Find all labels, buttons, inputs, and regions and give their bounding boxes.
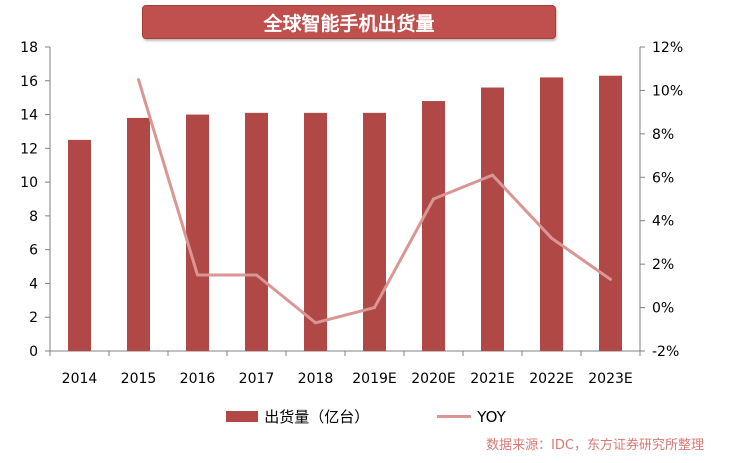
y-right-tick-label: 6% <box>652 170 674 186</box>
bar <box>245 112 268 351</box>
x-tick-label: 2015 <box>121 371 157 387</box>
x-tick-label: 2019E <box>352 371 396 387</box>
bar <box>540 77 563 352</box>
legend-label-yoy: YOY <box>477 407 506 426</box>
bar <box>68 139 91 351</box>
x-tick-label: 2017 <box>239 371 275 387</box>
y-left-tick-label: 4 <box>29 276 38 292</box>
bar <box>304 112 327 351</box>
legend-label-shipments: 出货量（亿台） <box>264 408 370 426</box>
y-left-tick-label: 0 <box>29 344 38 360</box>
y-left-tick-label: 12 <box>20 141 38 157</box>
y-right-tick-label: 8% <box>652 127 674 143</box>
y-left-tick-label: 16 <box>20 74 38 90</box>
bar <box>363 112 386 351</box>
bar <box>127 117 150 351</box>
x-tick-label: 2018 <box>298 371 334 387</box>
y-right-tick-label: 4% <box>652 214 674 230</box>
y-left-tick-label: 2 <box>29 310 38 326</box>
bar <box>186 114 209 351</box>
legend-swatch-line <box>437 415 472 418</box>
yoy-point <box>137 78 140 82</box>
legend-item-shipments: 出货量（亿台） <box>226 406 369 427</box>
chart-title: 全球智能手机出货量 <box>142 5 556 39</box>
y-left-tick-label: 14 <box>20 108 38 124</box>
y-left-tick-label: 18 <box>20 40 38 56</box>
x-tick-label: 2021E <box>470 371 514 387</box>
yoy-point <box>314 321 317 325</box>
source-watermark: 数据来源：IDC，东方证券研究所整理 <box>486 438 704 453</box>
y-right-tick-label: 2% <box>652 257 674 273</box>
yoy-point <box>373 306 376 310</box>
bar <box>481 87 504 352</box>
yoy-point <box>196 273 199 277</box>
yoy-point <box>550 236 553 240</box>
yoy-point <box>609 277 612 281</box>
y-left-tick-label: 8 <box>29 209 38 225</box>
x-tick-label: 2022E <box>529 371 573 387</box>
y-right-tick-label: 12% <box>652 40 683 56</box>
legend: 出货量（亿台） YOY <box>0 406 732 427</box>
y-right-tick-label: 0% <box>652 301 674 317</box>
yoy-point <box>255 273 258 277</box>
bar <box>422 101 445 352</box>
legend-item-yoy: YOY <box>437 406 506 427</box>
x-tick-label: 2020E <box>411 371 455 387</box>
yoy-point <box>432 197 435 201</box>
y-right-tick-label: -2% <box>652 344 679 360</box>
y-right-tick-label: 10% <box>652 83 683 99</box>
x-tick-label: 2023E <box>588 371 632 387</box>
x-tick-label: 2014 <box>62 371 98 387</box>
x-tick-label: 2016 <box>180 371 216 387</box>
y-left-tick-label: 10 <box>20 175 38 191</box>
legend-swatch-bar <box>226 411 259 422</box>
yoy-point <box>491 173 494 177</box>
y-left-tick-label: 6 <box>29 243 38 259</box>
bar <box>599 75 622 351</box>
